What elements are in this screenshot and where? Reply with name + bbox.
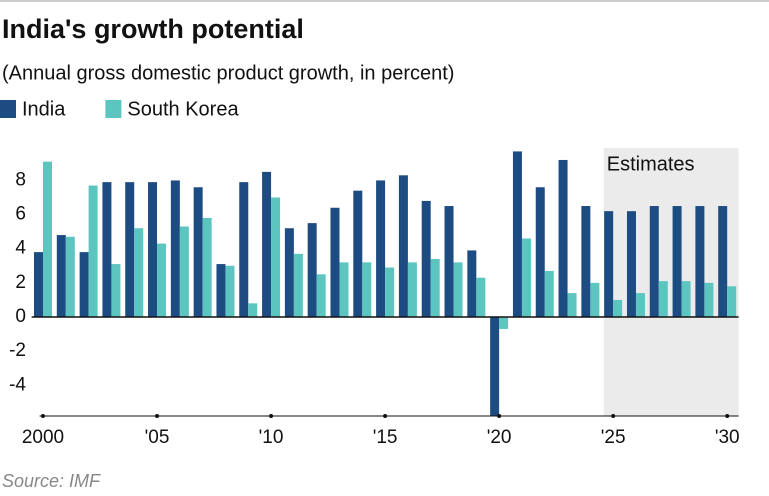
x-tick-label: 2000 [22, 427, 64, 448]
bar [521, 238, 531, 317]
y-tick-label: 6 [15, 204, 26, 225]
bar [672, 206, 682, 317]
bar [56, 235, 66, 317]
bar [202, 217, 212, 317]
bar [262, 171, 272, 317]
y-tick-label: 0 [15, 306, 26, 327]
bar [421, 200, 431, 317]
bar [339, 262, 349, 317]
bar [635, 293, 645, 317]
bar [718, 206, 728, 317]
y-tick-label: -4 [9, 374, 26, 395]
x-tick-label: '05 [145, 427, 170, 448]
estimates-shade [603, 148, 739, 416]
bar [157, 243, 167, 317]
bar [704, 282, 714, 317]
x-tick-label: '30 [715, 427, 740, 448]
bar [535, 187, 545, 317]
bar [248, 303, 258, 317]
bar [567, 293, 577, 317]
legend-swatch [0, 100, 16, 118]
bar [407, 262, 417, 317]
y-tick-label: 4 [15, 238, 26, 259]
bar [316, 274, 326, 317]
bar [490, 316, 500, 416]
bar [179, 226, 189, 317]
bar [125, 182, 135, 317]
bar [111, 264, 121, 317]
x-tick-label: '15 [373, 427, 398, 448]
bar [581, 206, 591, 317]
bar [271, 197, 281, 317]
chart-title: India's growth potential [2, 14, 304, 44]
bar [430, 258, 440, 317]
bar [193, 187, 203, 317]
bar [590, 282, 600, 317]
bar [134, 228, 144, 317]
bar [225, 265, 235, 317]
chart-subtitle: (Annual gross domestic product growth, i… [2, 62, 454, 84]
bar [649, 206, 659, 317]
bar [604, 211, 614, 317]
bar [353, 190, 363, 317]
bar [467, 250, 477, 317]
bar [444, 206, 454, 317]
bar [307, 223, 317, 317]
bar [170, 180, 180, 317]
legend-label: India [22, 98, 66, 120]
annotation: Estimates [607, 153, 695, 175]
bar [79, 252, 89, 317]
bar [88, 185, 98, 317]
y-tick-label: 2 [15, 272, 26, 293]
bar [293, 253, 303, 317]
bar [376, 180, 386, 317]
y-tick-label: 8 [15, 169, 26, 190]
bar [499, 316, 509, 329]
bar [453, 262, 463, 317]
bar [65, 236, 75, 317]
bar [362, 262, 372, 317]
bar [216, 264, 226, 317]
source: Source: IMF [2, 471, 101, 491]
bar [102, 182, 112, 317]
bar [34, 252, 44, 317]
x-tick-label: '10 [259, 427, 284, 448]
legend-label: South Korea [127, 98, 239, 120]
bar [398, 175, 408, 317]
bar [727, 286, 737, 317]
bar [512, 151, 522, 317]
x-tick-label: '20 [487, 427, 512, 448]
bar [613, 299, 623, 317]
bar [385, 267, 395, 317]
bar [476, 277, 486, 317]
bar [626, 211, 636, 317]
x-tick-label: '25 [601, 427, 626, 448]
legend-swatch [105, 100, 122, 118]
bar [695, 206, 705, 317]
bar [658, 281, 668, 317]
bar [239, 182, 249, 317]
bar [284, 228, 294, 317]
bar [43, 161, 53, 317]
bar [544, 270, 554, 317]
bar [558, 159, 568, 317]
y-tick-label: -2 [9, 340, 26, 361]
bar [330, 207, 340, 317]
bar [681, 281, 691, 317]
bar [148, 182, 158, 317]
